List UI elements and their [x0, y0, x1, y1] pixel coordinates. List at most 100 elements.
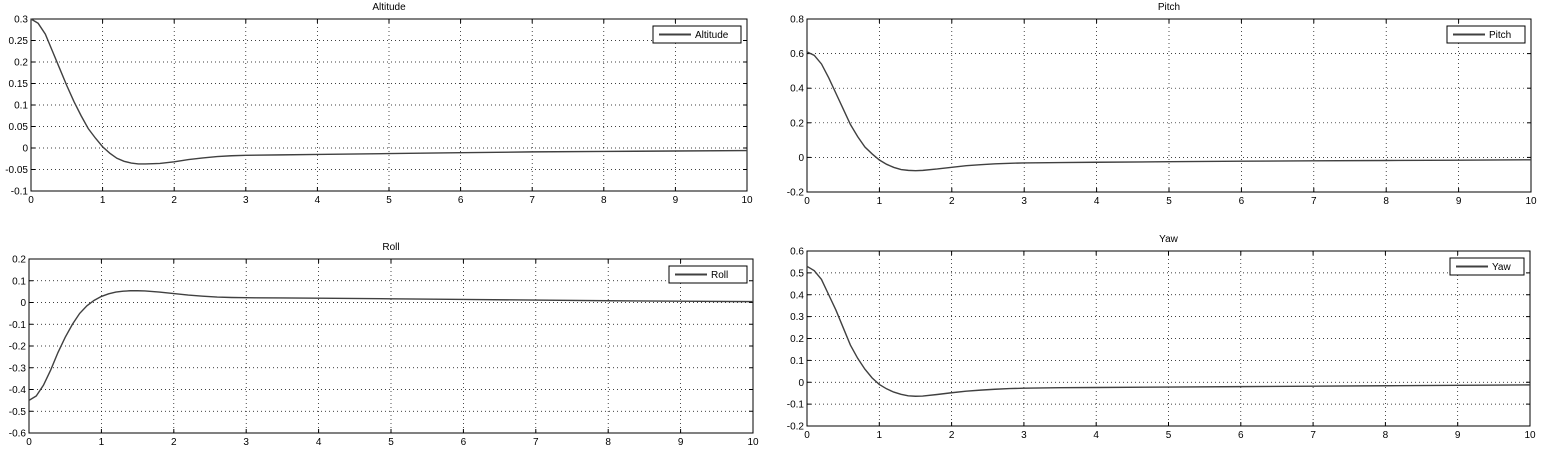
pitch-x-tick-label: 7: [1311, 196, 1317, 207]
altitude-y-tick-label: 0.1: [14, 101, 28, 112]
yaw-x-tick-label: 7: [1310, 430, 1316, 441]
yaw-series-line: [806, 265, 1531, 397]
yaw-plot: Yaw 0 1 2 3 4 5 6 7 8 9 10 -0.2 -0.1 0 0.1 0.2 0.3 0.4 0.5 0…: [787, 234, 1536, 441]
yaw-y-tick-label: 0.6: [790, 247, 804, 258]
roll-y-tick-label: -0.5: [9, 407, 27, 418]
roll-y-tick-label: 0: [20, 298, 26, 309]
altitude-series-line: [30, 18, 748, 165]
yaw-x-tick-label: 10: [1524, 430, 1536, 441]
pitch-x-tick-label: 3: [1021, 196, 1027, 207]
altitude-legend: Altitude: [652, 25, 742, 44]
roll-y-tick-label: -0.6: [9, 429, 27, 440]
yaw-x-tick-label: 8: [1383, 430, 1389, 441]
roll-legend: Roll: [668, 265, 748, 284]
altitude-y-tick-label: 0.3: [14, 15, 28, 26]
pitch-legend-box: [1446, 25, 1526, 44]
roll-y-tick-label: -0.3: [9, 363, 27, 374]
roll-plot: Roll 0 1 2 3 4 5 6 7 8 9 10 -0.6 -0.5 -0.4 -0.3 -0.2 -0.1…: [9, 242, 759, 448]
altitude-y-tick-label: 0: [22, 144, 28, 155]
altitude-x-tick-label: 3: [243, 195, 249, 206]
pitch-y-tick-label: 0.6: [790, 49, 804, 60]
pitch-y-tick-label: 0.4: [790, 84, 804, 95]
altitude-y-tick-label: -0.05: [5, 165, 28, 176]
yaw-x-tick-label: 1: [877, 430, 883, 441]
yaw-x-tick-label: 0: [804, 430, 810, 441]
altitude-x-tick-label: 9: [673, 195, 679, 206]
altitude-y-tick-label: -0.1: [11, 187, 29, 198]
roll-x-tick-label: 8: [605, 437, 611, 448]
yaw-x-tick-label: 6: [1238, 430, 1244, 441]
roll-legend-box: [668, 265, 748, 284]
roll-x-tick-label: 10: [747, 437, 759, 448]
altitude-y-tick-label: 0.15: [9, 79, 29, 90]
yaw-y-tick-label: 0.4: [790, 290, 804, 301]
altitude-y-tick-label: 0.2: [14, 58, 28, 69]
yaw-legend-label: Yaw: [1492, 262, 1511, 273]
yaw-x-tick-label: 3: [1021, 430, 1027, 441]
roll-x-tick-label: 2: [171, 437, 177, 448]
yaw-y-tick-label: 0.1: [790, 356, 804, 367]
altitude-y-tick-label: 0.25: [9, 36, 29, 47]
pitch-legend: Pitch: [1446, 25, 1526, 44]
altitude-plot: Altitude 0 1 2 3 4 5 6 7 8 9 10 -0.1 -0.05 0 0.05 0.1 0.1…: [5, 2, 753, 206]
roll-y-tick-label: -0.2: [9, 342, 27, 353]
roll-y-tick-label: -0.4: [9, 385, 27, 396]
roll-x-tick-label: 0: [26, 437, 32, 448]
pitch-x-tick-label: 8: [1383, 196, 1389, 207]
pitch-x-tick-label: 5: [1166, 196, 1172, 207]
roll-x-tick-label: 6: [461, 437, 467, 448]
pitch-y-tick-label: -0.2: [787, 188, 805, 199]
pitch-x-tick-label: 10: [1525, 196, 1537, 207]
pitch-x-tick-label: 2: [949, 196, 955, 207]
pitch-y-tick-label: 0.2: [790, 118, 804, 129]
altitude-x-tick-label: 4: [315, 195, 321, 206]
roll-x-tick-label: 9: [678, 437, 684, 448]
altitude-legend-box: [652, 25, 742, 44]
yaw-y-tick-label: 0.2: [790, 334, 804, 345]
roll-x-tick-label: 3: [243, 437, 249, 448]
pitch-y-tick-label: 0: [798, 153, 804, 164]
roll-series-line: [28, 290, 754, 401]
pitch-x-tick-label: 0: [804, 196, 810, 207]
yaw-legend: Yaw: [1449, 257, 1525, 276]
pitch-x-tick-label: 1: [877, 196, 883, 207]
yaw-x-tick-label: 9: [1455, 430, 1461, 441]
pitch-title: Pitch: [1158, 2, 1180, 13]
altitude-x-tick-label: 8: [601, 195, 607, 206]
pitch-legend-label: Pitch: [1489, 30, 1511, 41]
yaw-y-tick-label: 0.5: [790, 268, 804, 279]
altitude-y-tick-label: 0.05: [9, 122, 29, 133]
roll-title: Roll: [382, 242, 399, 253]
pitch-series-line: [806, 51, 1532, 172]
roll-x-tick-label: 5: [388, 437, 394, 448]
altitude-x-tick-label: 7: [529, 195, 535, 206]
roll-x-tick-label: 4: [316, 437, 322, 448]
altitude-legend-label: Altitude: [695, 30, 729, 41]
pitch-x-tick-label: 9: [1456, 196, 1462, 207]
altitude-x-tick-label: 5: [386, 195, 392, 206]
pitch-axes-box: [806, 18, 1532, 193]
yaw-y-tick-label: -0.2: [787, 422, 805, 433]
roll-y-tick-label: -0.1: [9, 320, 27, 331]
altitude-x-tick-label: 6: [458, 195, 464, 206]
yaw-title: Yaw: [1159, 234, 1178, 245]
roll-x-tick-label: 7: [533, 437, 539, 448]
yaw-y-tick-label: -0.1: [787, 400, 805, 411]
altitude-x-tick-label: 1: [100, 195, 106, 206]
altitude-x-tick-label: 2: [171, 195, 177, 206]
altitude-x-tick-label: 0: [28, 195, 34, 206]
yaw-x-tick-label: 5: [1166, 430, 1172, 441]
altitude-title: Altitude: [372, 2, 406, 13]
pitch-y-tick-label: 0.8: [790, 15, 804, 26]
roll-x-tick-label: 1: [99, 437, 105, 448]
yaw-x-tick-label: 2: [949, 430, 955, 441]
pitch-x-tick-label: 6: [1239, 196, 1245, 207]
roll-legend-label: Roll: [711, 270, 728, 281]
roll-y-tick-label: 0.1: [12, 276, 26, 287]
roll-y-tick-label: 0.2: [12, 255, 26, 266]
yaw-y-tick-label: 0: [798, 378, 804, 389]
yaw-y-tick-label: 0.3: [790, 312, 804, 323]
